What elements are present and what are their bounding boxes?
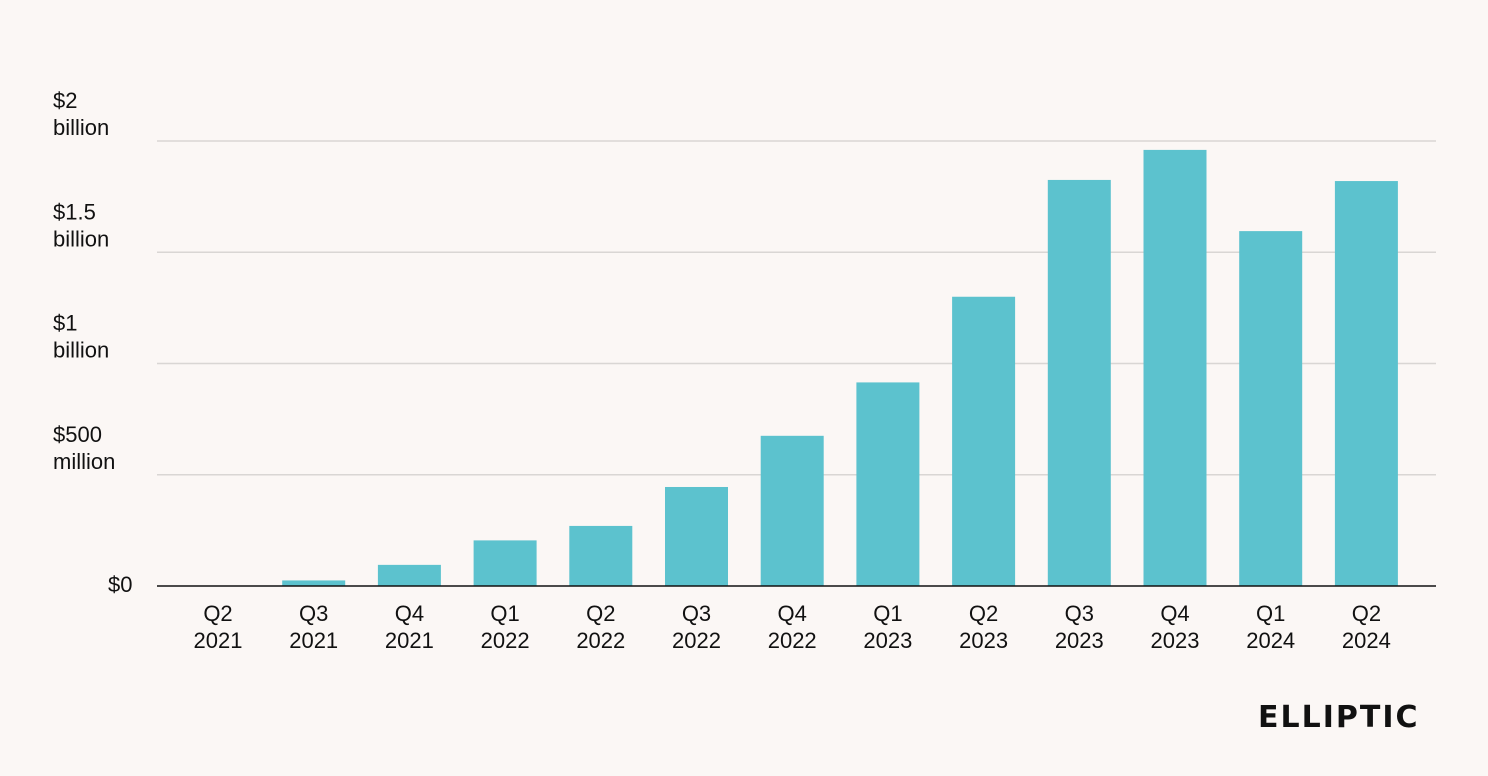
x-tick-label: Q3 2021 — [289, 601, 338, 653]
y-tick-label: $1.5 billion — [53, 199, 109, 251]
y-tick-label: $0 — [108, 572, 132, 597]
bar — [760, 435, 824, 586]
y-tick-label: $2 billion — [53, 88, 109, 140]
x-tick-label: Q1 2024 — [1246, 601, 1295, 653]
x-tick-label: Q2 2021 — [194, 601, 243, 653]
y-tick-label-line: billion — [53, 226, 109, 251]
y-tick-label-line: $500 — [53, 422, 102, 447]
y-tick-label: $500 million — [53, 422, 115, 474]
y-tick-label-line: billion — [53, 115, 109, 140]
x-tick-label: Q2 2024 — [1342, 601, 1391, 653]
x-tick-label-line: 2023 — [863, 628, 912, 653]
x-tick-label: Q3 2023 — [1055, 601, 1104, 653]
bar — [1239, 231, 1303, 587]
x-tick-label-line: Q3 — [299, 601, 328, 626]
x-tick-label-line: 2023 — [959, 628, 1008, 653]
x-tick-label-line: Q2 — [1352, 601, 1381, 626]
x-tick-label-line: Q4 — [395, 601, 424, 626]
y-tick-label: $1 billion — [53, 311, 109, 363]
x-tick-label-line: 2024 — [1342, 628, 1391, 653]
x-tick-label-line: 2023 — [1151, 628, 1200, 653]
bar — [952, 296, 1016, 586]
x-tick-label: Q4 2022 — [768, 601, 817, 653]
bar — [1143, 149, 1207, 586]
x-tick-label-line: 2022 — [768, 628, 817, 653]
x-tick-label: Q3 2022 — [672, 601, 721, 653]
bar — [1047, 179, 1111, 586]
x-tick-label: Q2 2022 — [576, 601, 625, 653]
x-tick-label-line: 2022 — [481, 628, 530, 653]
y-tick-label-line: $2 — [53, 88, 77, 113]
bar — [282, 580, 346, 586]
x-tick-label-line: Q4 — [778, 601, 807, 626]
x-tick-label-line: Q2 — [586, 601, 615, 626]
x-tick-label-line: 2022 — [576, 628, 625, 653]
x-tick-label-line: Q1 — [1256, 601, 1285, 626]
bar — [569, 525, 633, 586]
elliptic-logo: ELLIPTIC — [1258, 700, 1420, 735]
y-tick-label-line: $1.5 — [53, 199, 96, 224]
x-tick-label-line: 2021 — [289, 628, 338, 653]
bar — [473, 540, 537, 586]
x-tick-label-line: Q4 — [1160, 601, 1189, 626]
x-tick-label: Q4 2023 — [1151, 601, 1200, 653]
y-tick-label-line: $0 — [108, 572, 132, 597]
y-axis-tick-labels: $0$500 million$1 billion$1.5 billion$2 billi… — [53, 88, 132, 597]
bar — [1334, 181, 1398, 587]
y-tick-label-line: $1 — [53, 311, 77, 336]
x-tick-label-line: Q2 — [203, 601, 232, 626]
x-tick-label-line: 2021 — [385, 628, 434, 653]
x-tick-label-line: Q3 — [682, 601, 711, 626]
x-tick-label-line: Q3 — [1065, 601, 1094, 626]
y-tick-label-line: million — [53, 449, 115, 474]
x-tick-label-line: 2023 — [1055, 628, 1104, 653]
x-tick-label-line: Q1 — [490, 601, 519, 626]
bar — [856, 382, 920, 586]
bars — [282, 149, 1398, 587]
x-tick-label-line: 2022 — [672, 628, 721, 653]
x-tick-label: Q1 2023 — [863, 601, 912, 653]
x-tick-label-line: 2024 — [1246, 628, 1295, 653]
x-tick-label: Q2 2023 — [959, 601, 1008, 653]
x-tick-label-line: Q2 — [969, 601, 998, 626]
bar — [665, 486, 728, 586]
bar — [377, 564, 441, 586]
x-tick-label-line: 2021 — [194, 628, 243, 653]
x-tick-label: Q4 2021 — [385, 601, 434, 653]
x-tick-label: Q1 2022 — [481, 601, 530, 653]
x-tick-label-line: Q1 — [873, 601, 902, 626]
y-tick-label-line: billion — [53, 338, 109, 363]
